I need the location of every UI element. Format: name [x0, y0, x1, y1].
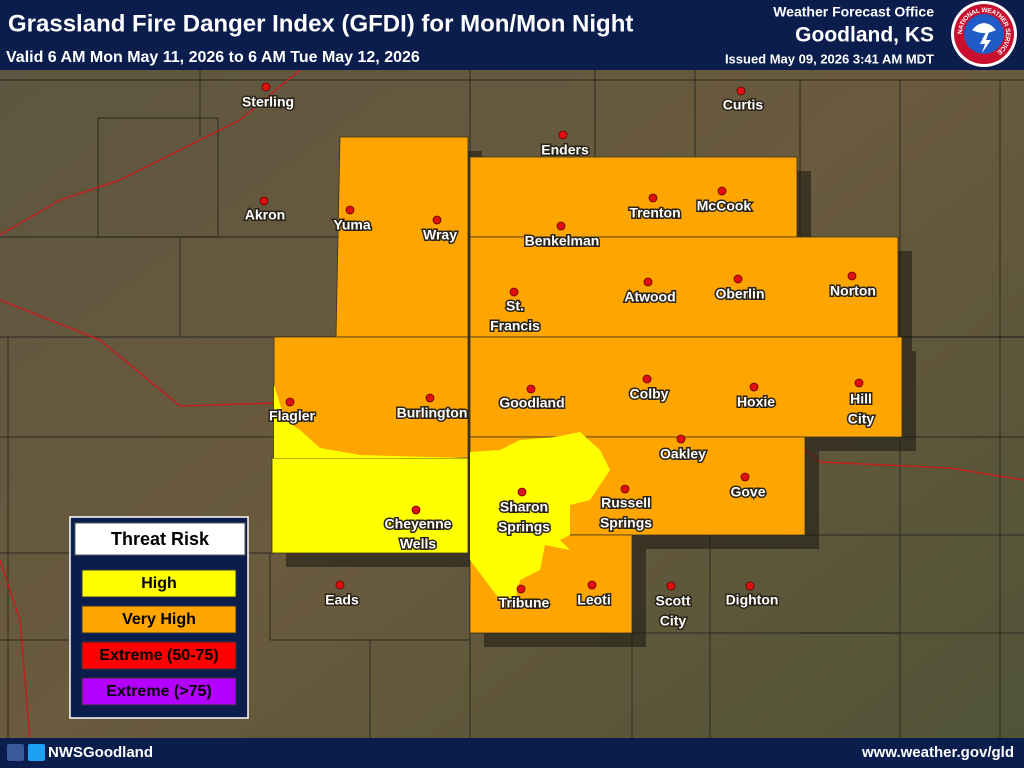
location: Goodland, KS: [795, 24, 934, 47]
very-high-area: [469, 336, 903, 438]
highway: [0, 69, 301, 236]
footer-bar: [0, 738, 1024, 768]
legend-label: High: [141, 575, 177, 592]
city-label: Colby: [630, 386, 669, 402]
city-dot: [335, 580, 345, 590]
issued: Issued May 09, 2026 3:41 AM MDT: [725, 51, 934, 66]
city-label: Springs: [498, 519, 550, 535]
city-dot: [666, 581, 676, 591]
city-label: McCook: [697, 198, 752, 214]
city-label: Cheyenne: [385, 516, 452, 532]
social-handle: NWSGoodland: [48, 744, 153, 761]
city-label: Sharon: [500, 499, 548, 515]
city-label: Leoti: [577, 592, 610, 608]
legend-label: Extreme (>75): [106, 683, 211, 700]
office: Weather Forecast Office: [773, 4, 934, 20]
city-dot: [285, 397, 295, 407]
city-label: St.: [506, 298, 524, 314]
subtitle: Valid 6 AM Mon May 11, 2026 to 6 AM Tue …: [6, 49, 420, 66]
legend-swatch: [81, 677, 237, 706]
city-dot: [411, 505, 421, 515]
city-label: Oberlin: [715, 286, 764, 302]
city-label: Norton: [830, 283, 876, 299]
legend-label: Very High: [122, 611, 196, 628]
city-label: Curtis: [723, 97, 764, 113]
city-dot: [648, 193, 658, 203]
legend-label: Extreme (50-75): [99, 647, 218, 664]
legend: Threat Risk High Very High Extreme (50-75) E…: [69, 516, 249, 719]
high-area: [271, 457, 469, 554]
map-layers: Threat Risk High Very High Extreme (50-75) E…: [0, 69, 1024, 741]
city-label: Atwood: [624, 289, 675, 305]
highway: [0, 559, 31, 741]
city-label: Enders: [541, 142, 589, 158]
city-label: Gove: [730, 484, 765, 500]
city-label: Wells: [400, 536, 437, 552]
city-label: Francis: [490, 318, 540, 334]
city-dot: [509, 287, 519, 297]
city-dot: [740, 472, 750, 482]
legend-title-box: [74, 522, 246, 556]
city-dot: [587, 580, 597, 590]
city-label: Russell: [601, 495, 651, 511]
city-dot: [676, 434, 686, 444]
city-dot: [642, 374, 652, 384]
city-label: Hoxie: [737, 394, 775, 410]
city-label: Wray: [423, 227, 457, 243]
city-label: Hill: [850, 391, 872, 407]
city-dot: [345, 205, 355, 215]
city-label: Benkelman: [525, 233, 600, 249]
city-dot: [432, 215, 442, 225]
logo-cloud: [972, 23, 996, 33]
city-label: City: [848, 411, 875, 427]
logo-inner: [964, 14, 1004, 54]
city-label: Sterling: [242, 94, 294, 110]
city-label: City: [660, 613, 687, 629]
facebook-icon: [7, 744, 24, 761]
city-label: Akron: [245, 207, 285, 223]
city-dot: [556, 221, 566, 231]
logo-bolt: [980, 32, 991, 53]
legend-swatch: [81, 569, 237, 598]
city-label: Springs: [600, 515, 652, 531]
city-dot: [643, 277, 653, 287]
city-dot: [261, 82, 271, 92]
city-dot: [749, 382, 759, 392]
twitter-icon: [28, 744, 45, 761]
city-dot: [854, 378, 864, 388]
city-dot: [425, 393, 435, 403]
city-dot: [558, 130, 568, 140]
city-label: Tribune: [499, 595, 550, 611]
city-label: Yuma: [333, 217, 371, 233]
city-label: Oakley: [660, 446, 706, 462]
city-label: Eads: [325, 592, 359, 608]
city-label: Burlington: [397, 405, 468, 421]
city-dot: [526, 384, 536, 394]
header-bar: [0, 0, 1024, 70]
city-dot: [517, 487, 527, 497]
city-label: Trenton: [629, 205, 680, 221]
high-area: [274, 385, 468, 458]
city-dot: [259, 196, 269, 206]
city-dot: [847, 271, 857, 281]
legend-title: Threat Risk: [111, 529, 210, 549]
website: www.weather.gov/gld: [861, 744, 1014, 761]
city-label: Scott: [656, 593, 691, 609]
city-dot: [717, 186, 727, 196]
city-dot: [736, 86, 746, 96]
title: Grassland Fire Danger Index (GFDI) for M…: [8, 10, 633, 37]
city-label: Goodland: [499, 395, 564, 411]
high-area: [470, 432, 610, 600]
city-label: Dighton: [726, 592, 779, 608]
city-dot: [516, 584, 526, 594]
city-dot: [733, 274, 743, 284]
legend-swatch: [81, 605, 237, 634]
city-dot: [745, 581, 755, 591]
city-dot: [620, 484, 630, 494]
city-label: Flagler: [269, 408, 315, 424]
legend-swatch: [81, 641, 237, 670]
